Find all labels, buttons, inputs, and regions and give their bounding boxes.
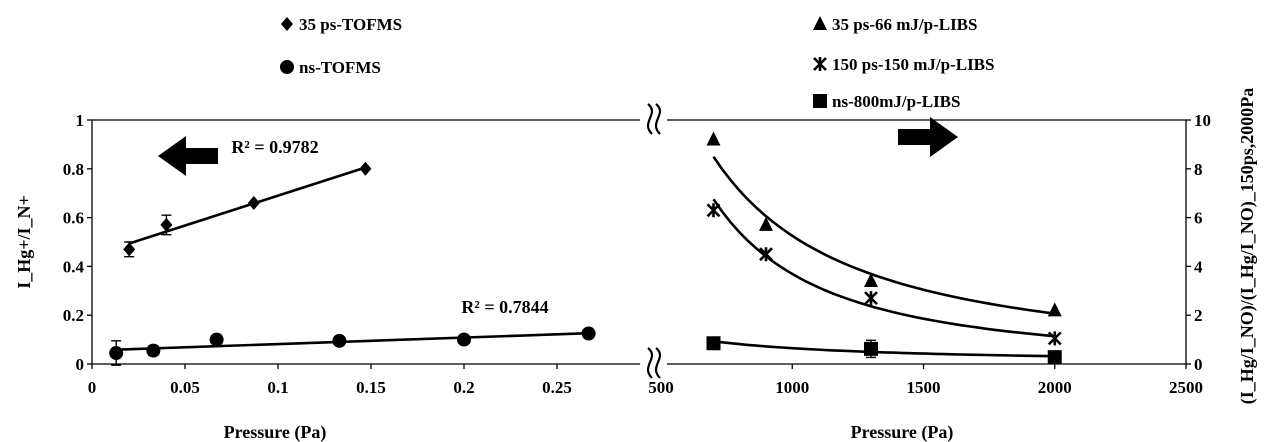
square-marker [706,336,721,351]
r-squared-label: R² = 0.7844 [461,297,548,317]
asterisk-marker [706,203,721,218]
legend-label: ns-TOFMS [299,58,381,77]
left-y-tick-label: 0.2 [63,306,84,325]
legend-circle-marker [280,60,294,74]
triangle-marker [706,131,721,146]
break-mark [654,103,662,135]
circle-marker [581,326,596,341]
diamond-marker [247,195,260,210]
asterisk-marker [864,291,878,306]
legend-diamond-marker [281,17,293,31]
break-mark [646,347,654,379]
right-x-tick-label: 1000 [775,378,809,397]
axis-break [643,102,665,382]
circle-marker [332,333,347,348]
fit-curve [712,155,1055,315]
left-y-tick-label: 1 [76,111,85,130]
left-x-tick-label: 0.25 [542,378,572,397]
legend-label: 35 ps-TOFMS [299,15,402,34]
right-y-tick-label: 8 [1194,160,1203,179]
square-marker [1047,350,1062,365]
left-x-tick-label: 0.1 [267,378,288,397]
break-mark [646,103,654,135]
right-y-tick-label: 6 [1194,209,1203,228]
right-x-axis-title: Pressure (Pa) [851,422,954,442]
diamond-marker [123,242,136,257]
right-y-tick-label: 2 [1194,306,1203,325]
left-x-axis-title: Pressure (Pa) [224,422,327,442]
diamond-marker [160,217,173,232]
left-x-tick-label: 0.2 [453,378,474,397]
asterisk-marker [759,247,773,262]
right-x-tick-label: 500 [648,378,674,397]
triangle-marker [759,216,773,231]
circle-marker [457,332,471,347]
break-mask [643,102,665,138]
left-y-axis-title: I_Hg+/I_N+ [14,195,34,289]
circle-marker [146,343,161,358]
triangle-marker [1047,302,1062,317]
legend-entry: 35 ps-TOFMS [281,15,402,34]
left-y-tick-label: 0.6 [63,209,84,228]
left-x-tick-label: 0 [88,378,97,397]
right-chart: 0 2 4 6 8 10 500 1000 1500 2000 2500 Pressure (Pa) (… [648,88,1258,442]
legend-triangle-marker [813,16,827,30]
right-x-tick-label: 2000 [1038,378,1072,397]
asterisk-marker [1047,331,1062,346]
trendline [116,331,589,352]
legend-entry: ns-800mJ/p-LIBS [813,92,960,111]
circle-marker [209,332,224,347]
fit-curve [713,340,1055,358]
legend-square-marker [813,94,827,108]
left-x-tick-label: 0.15 [356,378,386,397]
right-arrow-icon [898,117,958,157]
trendline [128,166,366,245]
right-series-2 [706,336,1062,365]
left-y-tick-label: 0.8 [63,160,84,179]
legend-label: ns-800mJ/p-LIBS [832,92,960,111]
right-series-0 [706,131,1062,317]
right-y-tick-label: 4 [1194,257,1203,276]
left-arrow-icon [158,136,218,176]
legend-entry: 150 ps-150 mJ/p-LIBS [813,55,994,74]
right-y-axis-title: (I_Hg/I_NO)/(I_Hg/I_NO)_150ps,2000Pa [1237,88,1258,405]
r-squared-label: R² = 0.9782 [231,137,318,157]
left-series-0 [123,161,372,258]
right-x-tick-label: 1500 [907,378,941,397]
left-y-tick-label: 0 [76,355,85,374]
left-chart: 0 0.2 0.4 0.6 0.8 1 0 0.05 0.1 0.15 0.2 0.25 Pressur… [14,111,640,442]
triangle-marker [864,273,878,288]
legend-entry: 35 ps-66 mJ/p-LIBS [813,15,977,34]
diamond-marker [359,161,372,176]
right-y-tick-label: 10 [1194,111,1211,130]
left-series-1 [109,326,596,366]
circle-marker [109,346,124,361]
right-y-tick-label: 0 [1194,355,1203,374]
break-mask [643,346,665,382]
left-x-tick-label: 0.05 [170,378,200,397]
legend-label: 35 ps-66 mJ/p-LIBS [832,15,977,34]
left-y-tick-label: 0.4 [63,257,85,276]
legend-asterisk-marker [813,57,827,71]
right-series-1 [706,198,1062,346]
square-marker [864,341,878,356]
right-x-tick-label: 2500 [1169,378,1203,397]
legend-label: 150 ps-150 mJ/p-LIBS [832,55,994,74]
break-mark [654,347,662,379]
legend-entry: ns-TOFMS [280,58,381,77]
legend: 35 ps-TOFMS ns-TOFMS 35 ps-66 mJ/p-LIBS 150… [280,15,994,111]
